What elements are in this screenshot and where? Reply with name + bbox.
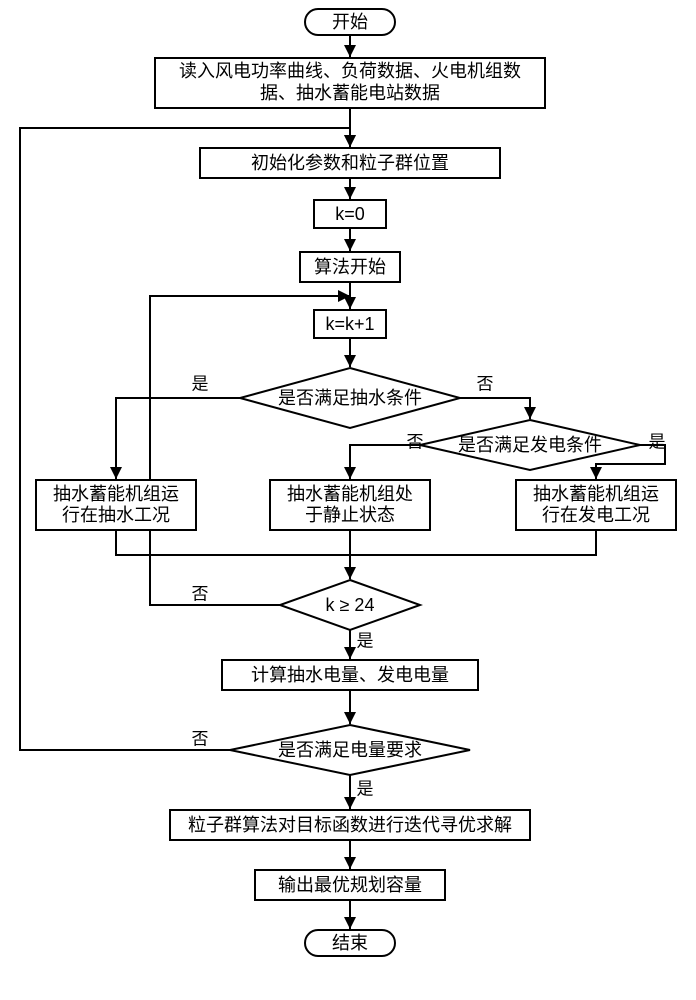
node-d-k24: k ≥ 24 (280, 580, 420, 630)
node-d-energy: 是否满足电量要求 (230, 725, 470, 775)
d-pump-label: 是否满足抽水条件 (278, 388, 422, 408)
node-pso: 粒子群算法对目标函数进行迭代寻优求解 (170, 810, 530, 840)
gen-mode-label-1: 抽水蓄能机组运 (533, 484, 659, 504)
edge-dk24-no (150, 296, 350, 605)
edge-label-denergy-yes: 是 (357, 779, 374, 798)
d-energy-label: 是否满足电量要求 (278, 740, 422, 760)
start-label: 开始 (332, 12, 368, 32)
k0-label: k=0 (335, 204, 365, 224)
pso-label: 粒子群算法对目标函数进行迭代寻优求解 (188, 815, 512, 835)
gen-mode-label-2: 行在发电工况 (542, 505, 650, 525)
edge-label-dgen-no: 否 (407, 432, 424, 451)
kinc-label: k=k+1 (325, 314, 374, 334)
end-label: 结束 (332, 933, 368, 953)
algo-label: 算法开始 (314, 257, 386, 277)
node-kinc: k=k+1 (314, 310, 386, 338)
node-d-pump: 是否满足抽水条件 (240, 368, 460, 428)
edge-label-denergy-no: 否 (192, 729, 209, 748)
edge-dpump-no (460, 398, 530, 419)
node-d-gen: 是否满足发电条件 (420, 420, 640, 470)
output-label: 输出最优规划容量 (278, 875, 422, 895)
edge-label-dgen-yes: 是 (649, 432, 666, 451)
edge-label-dk24-yes: 是 (357, 631, 374, 650)
node-still-mode: 抽水蓄能机组处 于静止状态 (270, 480, 430, 530)
d-gen-label: 是否满足发电条件 (458, 435, 602, 455)
node-output: 输出最优规划容量 (255, 870, 445, 900)
node-k0: k=0 (314, 200, 386, 228)
node-end: 结束 (305, 930, 395, 956)
edge-pump-join (116, 530, 350, 555)
read-label-1: 读入风电功率曲线、负荷数据、火电机组数 (179, 61, 521, 81)
edge-dpump-yes (116, 398, 240, 479)
pump-mode-label-1: 抽水蓄能机组运 (53, 484, 179, 504)
node-algo: 算法开始 (300, 252, 400, 282)
pump-mode-label-2: 行在抽水工况 (62, 505, 170, 525)
still-mode-label-1: 抽水蓄能机组处 (287, 484, 413, 504)
d-k24-label: k ≥ 24 (326, 595, 375, 615)
edge-denergy-no (20, 128, 350, 750)
node-init: 初始化参数和粒子群位置 (200, 148, 500, 178)
read-label-2: 据、抽水蓄能电站数据 (260, 83, 440, 103)
edge-label-dk24-no: 否 (192, 584, 209, 603)
node-pump-mode: 抽水蓄能机组运 行在抽水工况 (36, 480, 196, 530)
edge-gen-join (350, 530, 596, 555)
calc-label: 计算抽水电量、发电电量 (251, 665, 449, 685)
edge-label-dpump-yes: 是 (192, 374, 209, 393)
node-read: 读入风电功率曲线、负荷数据、火电机组数 据、抽水蓄能电站数据 (155, 58, 545, 108)
node-calc: 计算抽水电量、发电电量 (222, 660, 478, 690)
init-label: 初始化参数和粒子群位置 (251, 153, 449, 173)
edge-label-dpump-no: 否 (477, 374, 494, 393)
still-mode-label-2: 于静止状态 (305, 505, 395, 525)
node-start: 开始 (305, 9, 395, 35)
node-gen-mode: 抽水蓄能机组运 行在发电工况 (516, 480, 676, 530)
